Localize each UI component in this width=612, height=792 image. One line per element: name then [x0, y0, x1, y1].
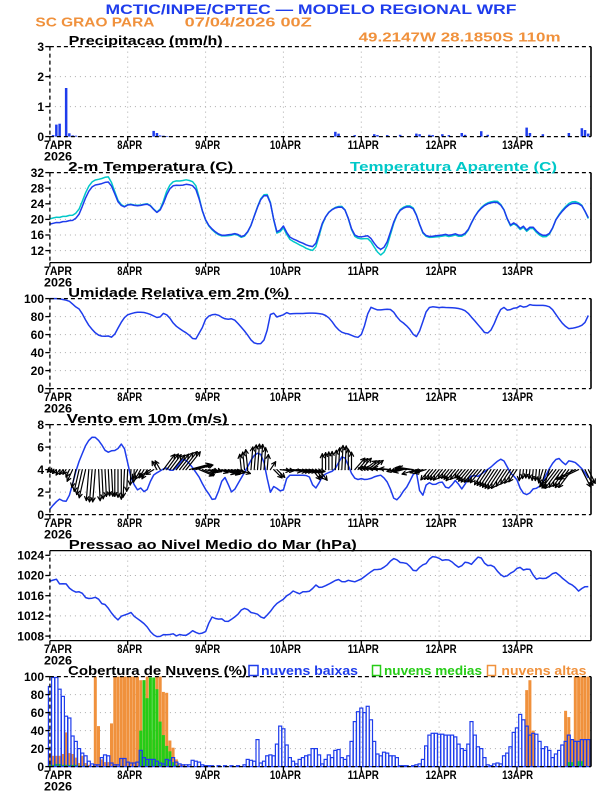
- svg-text:2026: 2026: [44, 276, 72, 290]
- svg-text:0: 0: [37, 760, 44, 774]
- svg-text:40: 40: [31, 724, 45, 738]
- svg-text:8: 8: [37, 418, 44, 432]
- svg-text:7APR: 7APR: [44, 516, 72, 530]
- svg-text:2026: 2026: [44, 780, 72, 792]
- svg-text:1020: 1020: [17, 569, 44, 583]
- svg-text:11APR: 11APR: [348, 642, 379, 656]
- svg-text:7APR: 7APR: [44, 642, 72, 656]
- svg-text:9APR: 9APR: [195, 138, 220, 152]
- svg-text:11APR: 11APR: [348, 264, 379, 278]
- svg-text:16: 16: [31, 228, 45, 242]
- svg-text:49.2147W 28.1850S 110m: 49.2147W 28.1850S 110m: [359, 31, 561, 45]
- svg-text:2-m Temperatura (C): 2-m Temperatura (C): [68, 160, 233, 174]
- svg-text:nuvens medias: nuvens medias: [384, 664, 482, 678]
- svg-text:13APR: 13APR: [502, 390, 533, 404]
- svg-text:7APR: 7APR: [44, 768, 72, 782]
- svg-text:10APR: 10APR: [270, 138, 301, 152]
- svg-text:11APR: 11APR: [348, 516, 379, 530]
- svg-text:4: 4: [37, 463, 44, 477]
- svg-text:9APR: 9APR: [195, 642, 220, 656]
- svg-text:6: 6: [37, 440, 44, 454]
- svg-text:7APR: 7APR: [44, 138, 72, 152]
- svg-text:13APR: 13APR: [502, 264, 533, 278]
- svg-text:7APR: 7APR: [44, 390, 72, 404]
- svg-text:7APR: 7APR: [44, 264, 72, 278]
- svg-text:100: 100: [24, 670, 44, 684]
- svg-text:28: 28: [31, 181, 45, 195]
- svg-text:11APR: 11APR: [348, 768, 379, 782]
- svg-text:07/04/2026 00Z: 07/04/2026 00Z: [185, 15, 313, 29]
- svg-text:MCTIC/INPE/CPTEC — MODELO REGI: MCTIC/INPE/CPTEC — MODELO REGIONAL WRF: [106, 2, 517, 17]
- svg-text:9APR: 9APR: [195, 768, 220, 782]
- svg-text:Umidade Relativa em 2m (%): Umidade Relativa em 2m (%): [68, 286, 289, 300]
- svg-text:0: 0: [37, 382, 44, 396]
- svg-text:10APR: 10APR: [270, 768, 301, 782]
- svg-text:2026: 2026: [44, 528, 72, 542]
- svg-text:12APR: 12APR: [426, 642, 457, 656]
- svg-text:2: 2: [37, 485, 44, 499]
- svg-text:8APR: 8APR: [117, 264, 142, 278]
- svg-text:1016: 1016: [17, 589, 44, 603]
- svg-text:Vento em 10m (m/s): Vento em 10m (m/s): [67, 412, 228, 426]
- svg-text:12APR: 12APR: [426, 264, 457, 278]
- svg-text:8APR: 8APR: [117, 768, 142, 782]
- svg-text:Temperatura Aparente (C): Temperatura Aparente (C): [350, 160, 557, 174]
- svg-text:nuvens baixas: nuvens baixas: [261, 664, 358, 678]
- svg-text:12APR: 12APR: [426, 390, 457, 404]
- svg-text:0: 0: [37, 508, 44, 522]
- svg-text:13APR: 13APR: [502, 138, 533, 152]
- svg-text:12APR: 12APR: [426, 138, 457, 152]
- svg-text:10APR: 10APR: [270, 264, 301, 278]
- svg-text:24: 24: [31, 197, 45, 211]
- svg-text:12: 12: [31, 244, 45, 258]
- svg-text:20: 20: [31, 742, 45, 756]
- svg-text:8APR: 8APR: [117, 390, 142, 404]
- svg-text:SC GRAO PARA: SC GRAO PARA: [35, 15, 154, 29]
- svg-text:80: 80: [31, 688, 45, 702]
- svg-text:9APR: 9APR: [195, 516, 220, 530]
- svg-text:Pressao ao Nivel Medio do Mar: Pressao ao Nivel Medio do Mar (hPa): [69, 538, 357, 552]
- svg-text:2026: 2026: [44, 654, 72, 668]
- svg-text:9APR: 9APR: [195, 264, 220, 278]
- svg-text:8APR: 8APR: [117, 138, 142, 152]
- svg-text:9APR: 9APR: [195, 390, 220, 404]
- svg-text:Precipitacao (mm/h): Precipitacao (mm/h): [69, 34, 223, 48]
- svg-text:1008: 1008: [17, 629, 44, 643]
- svg-text:10APR: 10APR: [270, 642, 301, 656]
- svg-text:60: 60: [31, 328, 45, 342]
- svg-text:10APR: 10APR: [270, 516, 301, 530]
- svg-text:12APR: 12APR: [426, 516, 457, 530]
- svg-text:8APR: 8APR: [117, 642, 142, 656]
- svg-text:1024: 1024: [17, 549, 44, 563]
- svg-text:11APR: 11APR: [348, 390, 379, 404]
- svg-text:1012: 1012: [17, 609, 44, 623]
- svg-text:13APR: 13APR: [502, 768, 533, 782]
- svg-text:2026: 2026: [44, 150, 72, 164]
- svg-text:13APR: 13APR: [502, 642, 533, 656]
- svg-text:10APR: 10APR: [270, 390, 301, 404]
- svg-text:100: 100: [24, 292, 44, 306]
- svg-text:80: 80: [31, 310, 45, 324]
- svg-text:13APR: 13APR: [502, 516, 533, 530]
- svg-text:2: 2: [37, 70, 44, 84]
- svg-text:60: 60: [31, 706, 45, 720]
- svg-text:3: 3: [37, 40, 44, 54]
- svg-text:Cobertura de Nuvens (%): Cobertura de Nuvens (%): [68, 664, 247, 678]
- svg-text:0: 0: [37, 130, 44, 144]
- svg-text:11APR: 11APR: [348, 138, 379, 152]
- svg-text:12APR: 12APR: [426, 768, 457, 782]
- svg-text:8APR: 8APR: [117, 516, 142, 530]
- svg-text:40: 40: [31, 346, 45, 360]
- svg-text:32: 32: [31, 166, 45, 180]
- svg-text:nuvens altas: nuvens altas: [501, 664, 586, 678]
- svg-text:1: 1: [37, 100, 44, 114]
- svg-text:20: 20: [31, 213, 45, 227]
- svg-text:20: 20: [31, 364, 45, 378]
- svg-text:2026: 2026: [44, 402, 72, 416]
